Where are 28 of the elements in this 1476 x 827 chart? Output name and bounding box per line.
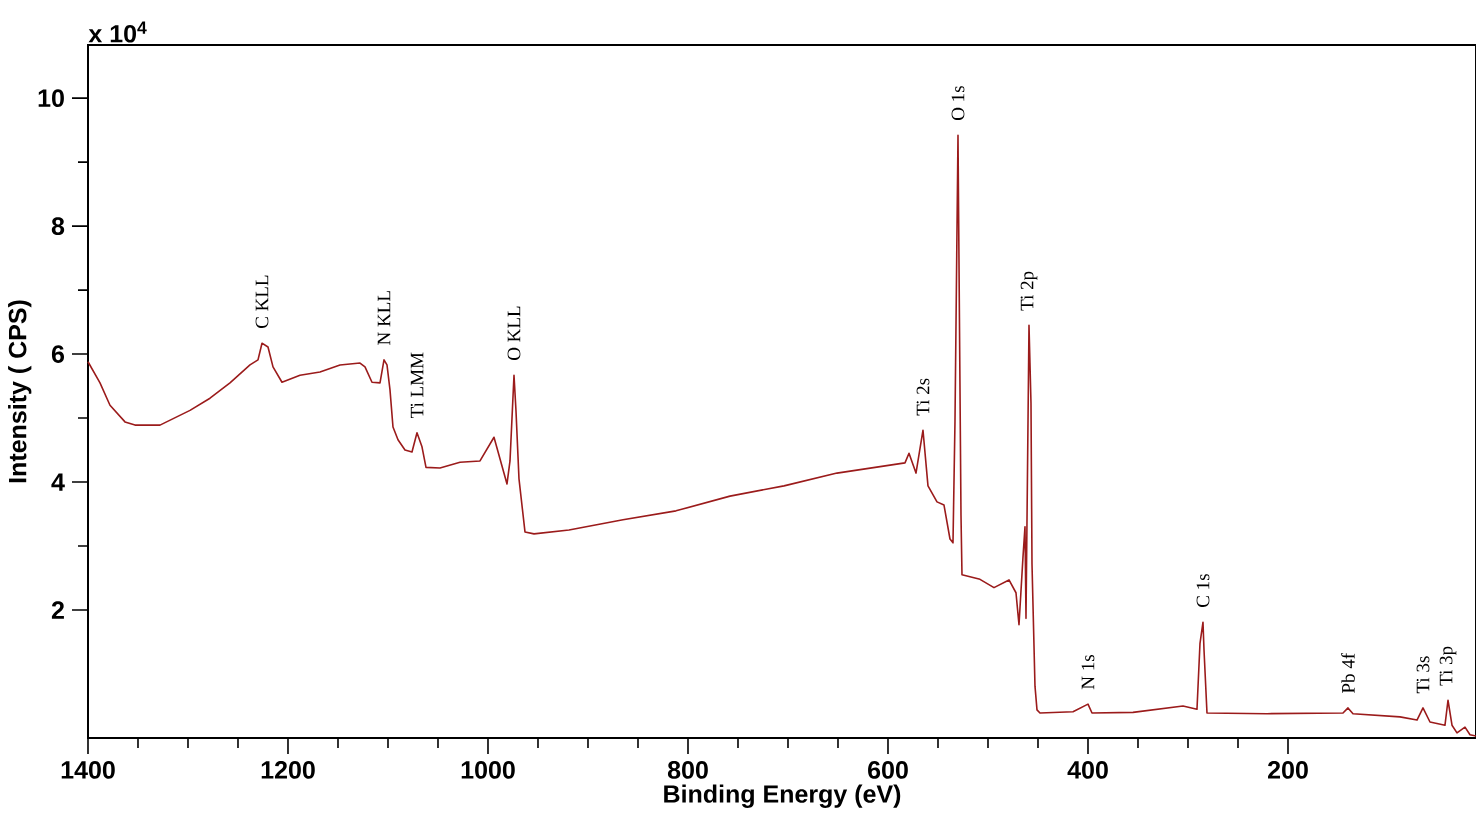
x-axis-title: Binding Energy (eV) (664, 784, 901, 808)
annotation: Ti 2p (1020, 271, 1038, 311)
annotation: C 1s (1196, 574, 1210, 607)
text: x 10$^{4}$ (88, 21, 147, 43)
y-tick-label: 10 (38, 89, 64, 107)
y-tick-label: 6 (51, 345, 65, 363)
annotation: Ti LMM (410, 352, 424, 419)
line-series (87, 134, 1476, 737)
y-axis-title: Intensity ( CPS) (8, 300, 32, 483)
annotation: Ti 3p (1439, 646, 1457, 686)
x-tick-label: 1000 (461, 761, 515, 779)
y-tick-label: 4 (51, 473, 65, 491)
x-tick-label: 1400 (61, 761, 115, 779)
x-tick-label: 600 (868, 761, 908, 779)
x-tick-label: 400 (1067, 761, 1108, 779)
x-tick-label: 200 (1268, 761, 1308, 779)
x-tick-label: 1200 (261, 761, 315, 779)
annotation: Ti 2s (916, 378, 930, 416)
annotation: N KLL (377, 291, 391, 345)
annotation: C KLL (255, 275, 269, 329)
y-tick-label: 2 (51, 601, 64, 619)
y-tick-label: 8 (51, 217, 65, 235)
annotation: O 1s (951, 86, 965, 121)
annotation: Ti 3s (1416, 656, 1430, 694)
annotation: N 1s (1081, 655, 1095, 690)
annotation: Pb 4f (1341, 652, 1355, 693)
annotation: O KLL (507, 306, 521, 360)
x-tick-label: 800 (667, 761, 708, 779)
